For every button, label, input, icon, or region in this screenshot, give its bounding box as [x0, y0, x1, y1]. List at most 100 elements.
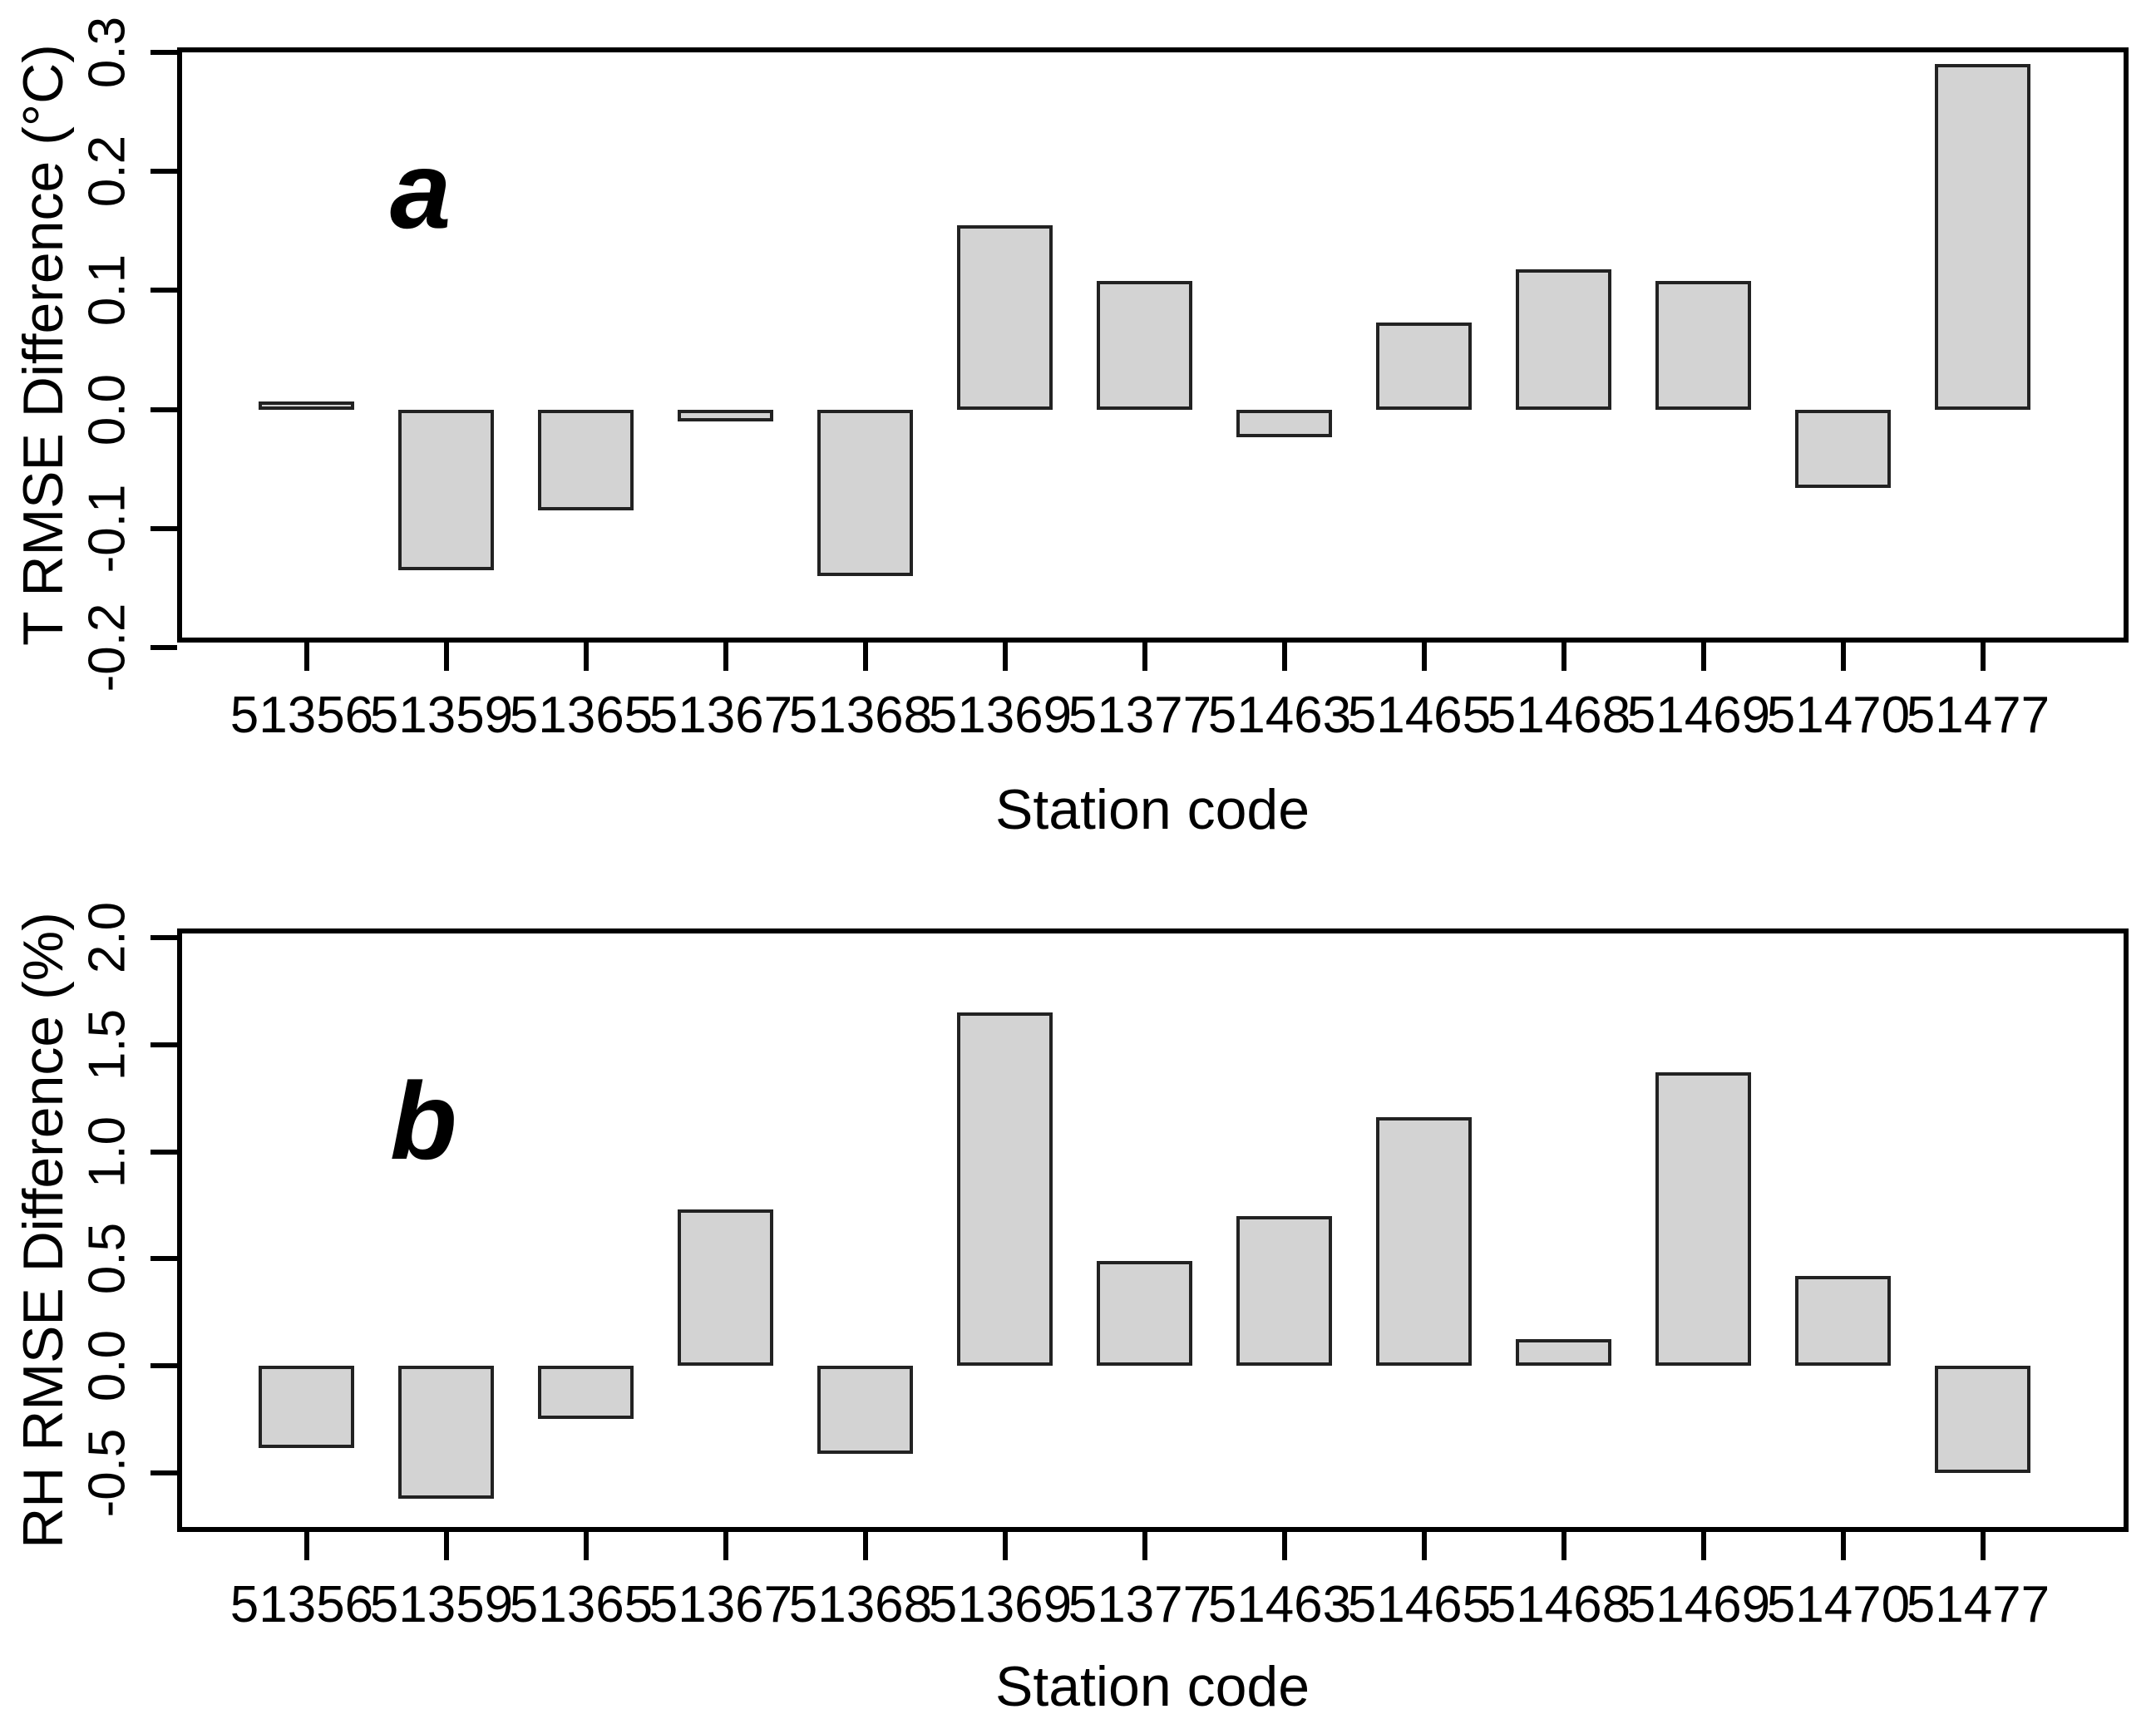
x-tick-label-51477: 51477	[1906, 1576, 2050, 1633]
x-tick	[1142, 1532, 1147, 1560]
bar-51368	[817, 1366, 914, 1454]
bar-51463	[1236, 1215, 1333, 1367]
bar-51359	[398, 1366, 495, 1499]
y-tick	[150, 50, 177, 55]
y-tick	[150, 1470, 177, 1475]
y-tick-label: 2.0	[78, 902, 136, 974]
x-tick	[1980, 643, 1986, 671]
bar-51367	[678, 1209, 774, 1367]
bar-51470	[1795, 1275, 1892, 1367]
y-tick-label: 0.1	[78, 254, 136, 327]
x-tick-label-51470: 51470	[1766, 1576, 1911, 1633]
x-tick	[723, 643, 728, 671]
x-tick-label-51359: 51359	[369, 687, 514, 744]
x-axis-title: Station code	[994, 1655, 1310, 1718]
x-tick-label-51377: 51377	[1068, 1576, 1212, 1633]
x-tick-label-51359: 51359	[369, 1576, 514, 1633]
x-tick	[1700, 1532, 1706, 1560]
x-axis-title: Station code	[994, 778, 1310, 841]
plot-area: b 2.0 1.5 1.0 0.5 0.0 -0.5	[79, 902, 2129, 1560]
x-tick-label-51368: 51368	[788, 1576, 933, 1633]
y-axis-title: RH RMSE Difference (%)	[12, 912, 75, 1549]
x-tick-label-51470: 51470	[1766, 687, 1911, 744]
y-tick	[150, 288, 177, 293]
bar-51465	[1376, 1117, 1473, 1367]
x-tick-label-51465: 51465	[1347, 687, 1492, 744]
x-tick	[862, 1532, 868, 1560]
x-tick	[1421, 1532, 1427, 1560]
y-tick-label: 0.3	[78, 16, 136, 89]
x-tick	[1281, 1532, 1287, 1560]
x-tick	[303, 1532, 309, 1560]
x-tick	[583, 1532, 589, 1560]
x-tick	[583, 643, 589, 671]
x-tick	[1840, 1532, 1846, 1560]
plot-area: a 0.3 0.2 0.1 0.0 -0.1 -0.2	[79, 17, 2129, 692]
bar-51377	[1097, 280, 1193, 410]
x-tick-label-51365: 51365	[509, 1576, 654, 1633]
y-tick-label: -0.1	[78, 484, 136, 574]
panel-a: T RMSE Difference (°C) a 0.3 0.2 0.1 0.0 -0.…	[12, 17, 2129, 841]
x-tick-label-51367: 51367	[649, 687, 793, 744]
y-axis-title: T RMSE Difference (°C)	[12, 44, 75, 646]
bar-51477	[1935, 64, 2031, 410]
y-tick	[150, 525, 177, 531]
x-tick-label-51356: 51356	[229, 687, 374, 744]
x-tick-label-51369: 51369	[928, 1576, 1073, 1633]
bar-51356	[259, 401, 355, 410]
bar-51356	[259, 1366, 355, 1449]
x-tick	[1002, 643, 1008, 671]
bar-51359	[398, 409, 495, 570]
y-tick-label: -0.5	[78, 1428, 136, 1518]
bar-51377	[1097, 1260, 1193, 1367]
x-tick-label-51469: 51469	[1626, 687, 1771, 744]
y-tick-label: 1.5	[78, 1008, 136, 1081]
y-tick-label: 0.5	[78, 1223, 136, 1295]
x-tick-label-51468: 51468	[1487, 687, 1631, 744]
x-tick	[1561, 643, 1566, 671]
x-tick	[1700, 643, 1706, 671]
y-tick	[150, 1363, 177, 1369]
x-tick	[443, 643, 449, 671]
x-tick-label-51463: 51463	[1207, 687, 1352, 744]
bar-51367	[678, 409, 774, 421]
bar-51470	[1795, 409, 1892, 489]
x-tick-label-51367: 51367	[649, 1576, 793, 1633]
x-tick-label-51377: 51377	[1068, 687, 1212, 744]
bar-51463	[1236, 409, 1333, 437]
y-tick-label: 0.2	[78, 135, 136, 208]
y-tick	[150, 1256, 177, 1262]
y-tick	[150, 935, 177, 941]
x-tick	[1561, 1532, 1566, 1560]
y-tick	[150, 645, 177, 650]
x-tick-label-51356: 51356	[229, 1576, 374, 1633]
bar-51365	[538, 409, 634, 511]
x-tick	[723, 1532, 728, 1560]
y-tick	[150, 169, 177, 175]
x-tick	[1281, 643, 1287, 671]
x-tick-label-51369: 51369	[928, 687, 1073, 744]
x-tick	[1980, 1532, 1986, 1560]
bar-51468	[1516, 268, 1612, 410]
panel-letter: b	[390, 1060, 457, 1182]
y-tick-label: 0.0	[78, 373, 136, 446]
x-tick	[443, 1532, 449, 1560]
x-tick	[862, 643, 868, 671]
x-tick	[1421, 643, 1427, 671]
x-tick	[1840, 643, 1846, 671]
y-tick-label: 1.0	[78, 1116, 136, 1188]
bar-51369	[957, 1012, 1053, 1367]
y-tick-label: 0.0	[78, 1329, 136, 1402]
bar-51465	[1376, 323, 1473, 410]
x-tick-label-51365: 51365	[509, 687, 654, 744]
bar-51477	[1935, 1366, 2031, 1473]
bar-51468	[1516, 1338, 1612, 1367]
x-tick	[1142, 643, 1147, 671]
bar-51469	[1655, 280, 1752, 410]
x-tick-label-51463: 51463	[1207, 1576, 1352, 1633]
y-tick	[150, 1149, 177, 1155]
y-tick	[150, 1042, 177, 1047]
x-tick-label-51465: 51465	[1347, 1576, 1492, 1633]
x-tick-label-51469: 51469	[1626, 1576, 1771, 1633]
